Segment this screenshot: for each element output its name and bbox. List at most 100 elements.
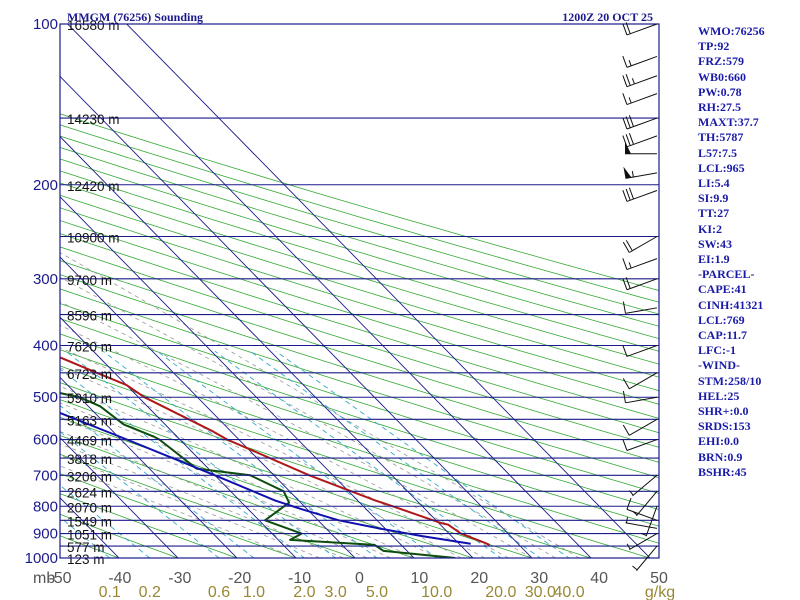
dry-adiabat xyxy=(60,349,659,544)
dry-adiabat xyxy=(60,333,659,527)
isotherm xyxy=(60,436,179,558)
wind-barb xyxy=(626,497,658,521)
wind-barb xyxy=(622,418,658,436)
wind-barb xyxy=(623,166,658,179)
dry-adiabat xyxy=(60,365,652,558)
height-label: 2070 m xyxy=(67,500,112,515)
barb-flag xyxy=(622,424,630,436)
mixing-ratio-line xyxy=(60,516,111,558)
dry-adiabat xyxy=(60,246,659,434)
moist-adiabat xyxy=(60,431,367,558)
mixing-tick-label: 20.0 xyxy=(485,584,516,600)
wind-barb xyxy=(622,187,658,202)
stat-item: HEL:25 xyxy=(698,388,740,403)
barb-half xyxy=(640,532,647,536)
wind-barb xyxy=(629,474,658,497)
wind-barb xyxy=(626,533,658,550)
mixing-tick-label: 2.0 xyxy=(293,584,315,600)
barb-flag xyxy=(622,378,630,390)
height-label: 3206 m xyxy=(67,469,112,484)
dry-adiabat xyxy=(60,288,659,479)
mixing-tick-label: 30.0 xyxy=(525,584,556,600)
stat-item: CAPE:41 xyxy=(698,282,747,297)
temp-tick-label: 0 xyxy=(355,570,364,587)
stat-item: KI:2 xyxy=(698,221,722,236)
height-label: 8596 m xyxy=(67,309,112,324)
height-label: 3818 m xyxy=(67,452,112,467)
pressure-label: 700 xyxy=(33,467,58,484)
stat-item: TH:5787 xyxy=(698,130,744,145)
stat-item: FRZ:579 xyxy=(698,54,744,69)
mixing-ratio-line xyxy=(102,350,378,558)
barb-half xyxy=(631,171,634,178)
barb-staff xyxy=(626,278,658,291)
mixing-ratio-line xyxy=(60,431,220,558)
barb-flag xyxy=(625,116,631,128)
mixing-ratio-line xyxy=(214,350,502,558)
barb-staff xyxy=(626,508,658,521)
dry-adiabat xyxy=(60,435,416,558)
wind-barb xyxy=(622,258,658,271)
mixing-tick-label: 10.0 xyxy=(421,584,452,600)
temp-tick-label: 50 xyxy=(650,570,668,587)
stat-item: WMO:76256 xyxy=(698,24,765,38)
stat-item: LCL:965 xyxy=(698,160,745,175)
barb-half xyxy=(628,60,632,66)
barb-flag xyxy=(628,115,634,127)
stat-item: SRDS:153 xyxy=(698,419,751,434)
moist-adiabat xyxy=(60,252,580,558)
dry-adiabat xyxy=(60,399,534,558)
dry-adiabat xyxy=(60,513,180,558)
height-label: 4469 m xyxy=(67,434,112,449)
barb-flag xyxy=(622,189,628,202)
temp-tick-label: 30 xyxy=(530,570,548,587)
stat-item: -PARCEL- xyxy=(698,267,755,282)
barb-staff xyxy=(629,533,658,550)
barb-half xyxy=(626,543,631,550)
dry-adiabat xyxy=(60,493,239,558)
wind-barb xyxy=(625,141,657,155)
barb-flag xyxy=(625,22,631,34)
height-label: 577 m xyxy=(67,540,105,555)
height-label: 14230 m xyxy=(67,112,120,127)
pressure-label: 1000 xyxy=(25,550,58,567)
temp-tick-label: -50 xyxy=(48,570,71,587)
barb-half xyxy=(628,97,632,104)
dry-adiabat xyxy=(60,220,659,405)
barb-staff xyxy=(645,506,658,537)
dry-adiabat xyxy=(60,194,659,378)
barb-staff xyxy=(626,55,658,68)
stat-item: EHI:0.0 xyxy=(698,434,740,449)
stat-item: BSHR:45 xyxy=(698,464,747,479)
height-label: 1549 m xyxy=(67,514,112,529)
dry-adiabat xyxy=(60,135,659,315)
wind-barb xyxy=(622,74,658,88)
barb-flag xyxy=(625,240,633,251)
pressure-label: 600 xyxy=(33,432,58,449)
pressure-label: 100 xyxy=(33,16,58,33)
temp-tick-label: -40 xyxy=(108,570,131,587)
barb-flag xyxy=(622,241,630,253)
barb-staff xyxy=(636,490,658,517)
pressure-label: 200 xyxy=(33,177,58,194)
wind-barb xyxy=(622,390,658,404)
barb-flag xyxy=(622,93,628,105)
pressure-label: 900 xyxy=(33,526,58,543)
stat-item: PW:0.78 xyxy=(698,84,742,99)
barb-staff xyxy=(626,190,658,202)
stat-item: BRN:0.9 xyxy=(698,449,743,464)
barb-flag xyxy=(622,390,626,403)
dry-adiabat xyxy=(60,233,659,419)
dry-adiabat xyxy=(60,453,357,558)
dry-adiabat xyxy=(60,158,659,340)
isotherm xyxy=(60,135,474,558)
barb-flag xyxy=(622,344,628,357)
wind-barb xyxy=(622,301,658,314)
mixing-tick-label: 40.0 xyxy=(553,584,584,600)
dry-adiabat xyxy=(60,473,298,558)
stat-item: EI:1.9 xyxy=(698,252,730,267)
barb-staff xyxy=(626,439,658,451)
dry-adiabat xyxy=(60,260,659,448)
mixing-tick-label: 3.0 xyxy=(324,584,346,600)
dry-adiabat xyxy=(60,318,659,511)
